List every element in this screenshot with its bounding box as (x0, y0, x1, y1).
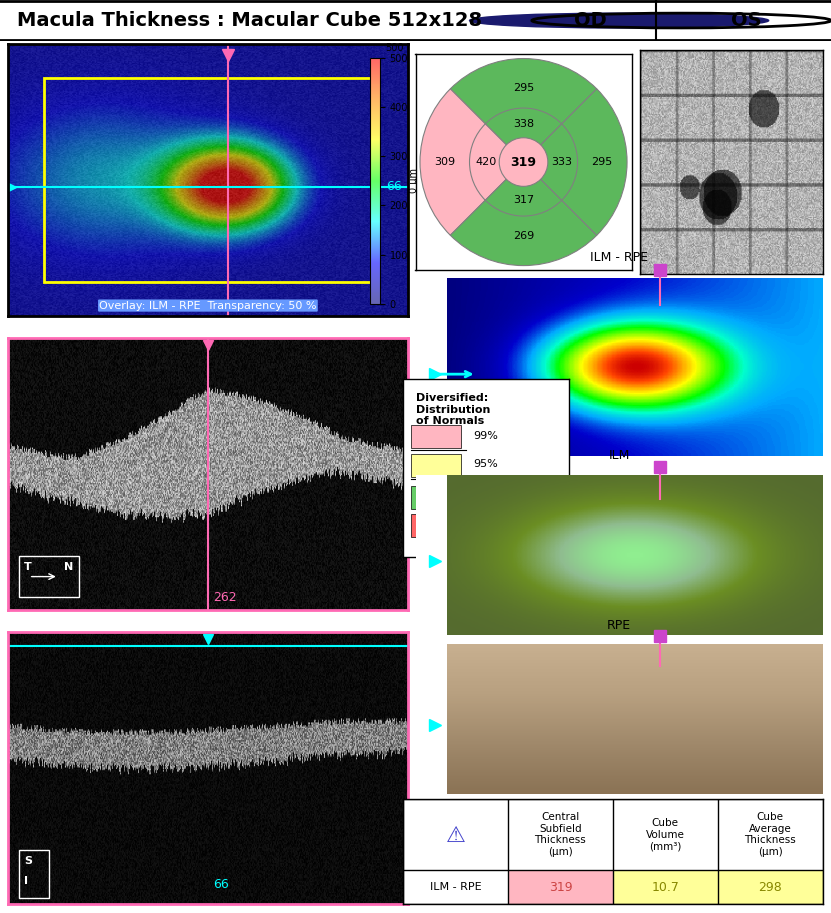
Bar (718, 870, 823, 904)
Wedge shape (420, 89, 524, 236)
Text: OD: OD (574, 11, 607, 30)
Text: ILM: ILM (608, 449, 630, 462)
Text: ⚠: ⚠ (445, 825, 465, 845)
Bar (508, 870, 612, 904)
FancyBboxPatch shape (411, 425, 461, 448)
Text: 66: 66 (214, 878, 229, 891)
Text: ILM-RPE Thickness (μm): ILM-RPE Thickness (μm) (457, 288, 590, 298)
Text: 298: 298 (759, 880, 782, 894)
Text: 95%: 95% (473, 459, 498, 469)
Text: 420: 420 (475, 157, 496, 167)
Wedge shape (485, 163, 562, 216)
Text: 269: 269 (513, 231, 534, 241)
Text: Central
Subfield
Thickness
(μm): Central Subfield Thickness (μm) (534, 813, 587, 857)
Text: 319: 319 (510, 155, 537, 169)
Text: Cube
Average
Thickness
(μm): Cube Average Thickness (μm) (745, 813, 796, 857)
Wedge shape (450, 58, 597, 163)
Text: 500: 500 (385, 43, 403, 53)
Text: 1%: 1% (473, 519, 490, 530)
Text: 319: 319 (548, 880, 573, 894)
Text: 295: 295 (513, 83, 534, 93)
Text: 10.7: 10.7 (652, 880, 679, 894)
Bar (19, 850, 49, 897)
Text: Macula Thickness : Macular Cube 512x128: Macula Thickness : Macular Cube 512x128 (17, 11, 482, 30)
Text: 262: 262 (214, 591, 237, 603)
Text: S: S (24, 855, 32, 866)
Text: Diversified:
Distribution
of Normals: Diversified: Distribution of Normals (416, 394, 491, 426)
Wedge shape (524, 124, 578, 200)
Text: 66: 66 (386, 180, 401, 194)
Text: ILM - RPE: ILM - RPE (430, 882, 481, 892)
Wedge shape (485, 108, 562, 163)
Circle shape (470, 13, 769, 28)
Text: RPE: RPE (607, 619, 632, 632)
Wedge shape (470, 124, 524, 200)
Text: 262: 262 (216, 299, 239, 312)
Text: Overlay: ILM - RPE  Transparency: 50 %: Overlay: ILM - RPE Transparency: 50 % (99, 300, 317, 310)
Bar (44, 78, 371, 282)
Text: OS: OS (731, 11, 762, 30)
Text: N: N (64, 561, 73, 572)
Bar (19, 556, 79, 597)
Y-axis label: 0 μm: 0 μm (410, 168, 420, 194)
Text: 333: 333 (551, 157, 572, 167)
Wedge shape (524, 89, 627, 236)
Wedge shape (450, 163, 597, 266)
Text: ILM - RPE: ILM - RPE (590, 251, 648, 264)
FancyBboxPatch shape (411, 454, 461, 477)
Circle shape (499, 138, 548, 186)
Text: 5%: 5% (473, 491, 490, 501)
Text: I: I (24, 876, 27, 887)
FancyBboxPatch shape (411, 486, 461, 509)
Text: 338: 338 (513, 120, 534, 130)
Text: T: T (24, 561, 32, 572)
Text: 99%: 99% (473, 431, 498, 441)
Text: Fovea: 262, 66: Fovea: 262, 66 (690, 292, 773, 302)
Text: 309: 309 (435, 157, 455, 167)
Bar (612, 870, 718, 904)
FancyBboxPatch shape (411, 514, 461, 538)
Text: 317: 317 (513, 194, 534, 205)
Text: Cube
Volume
(mm³): Cube Volume (mm³) (646, 818, 685, 851)
Text: 295: 295 (591, 157, 612, 167)
